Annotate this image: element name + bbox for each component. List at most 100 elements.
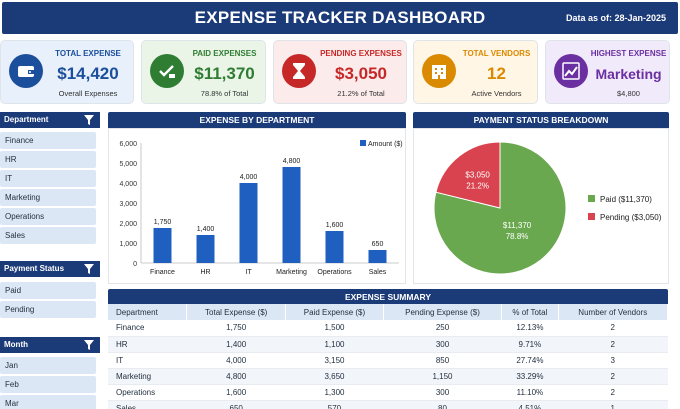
x-tick-label: HR (200, 269, 210, 276)
table-cell: 1,750 (186, 320, 286, 337)
month-filter-header[interactable]: Month (0, 337, 100, 353)
kpi-label: TOTAL VENDORS (462, 49, 531, 58)
column-header[interactable]: Number of Vendors (558, 304, 669, 320)
kpi-subtext: 21.2% of Total (337, 89, 385, 98)
pie-percent-label: 78.8% (506, 232, 529, 241)
pie-chart-panel: $11,370 78.8% $3,050 21.2% Paid ($11,370) Pen… (413, 128, 669, 284)
kpi-subtext: $4,800 (617, 89, 640, 98)
table-cell: 650 (186, 400, 286, 409)
column-header[interactable]: Total Expense ($) (186, 304, 287, 320)
y-tick-label: 6,000 (119, 141, 137, 148)
table-cell: 1 (558, 400, 668, 409)
filter-item-marketing[interactable]: Marketing (0, 189, 96, 206)
bar-legend: Amount ($) (360, 140, 403, 148)
column-header[interactable]: % of Total (501, 304, 559, 320)
filter-item-finance[interactable]: Finance (0, 132, 96, 149)
month-filter-title: Month (4, 340, 28, 349)
y-tick-label: 0 (133, 261, 137, 268)
table-cell: 1,150 (383, 368, 502, 385)
kpi-card-total-expense: TOTAL EXPENSE $14,420 Overall Expenses (0, 40, 134, 104)
table-row: Sales 650 570 80 4.51% 1 (108, 400, 668, 409)
header-bar: EXPENSE TRACKER DASHBOARD Data as of: 28… (2, 2, 678, 34)
table-row: Operations 1,600 1,300 300 11.10% 2 (108, 384, 668, 401)
filter-item-feb[interactable]: Feb (0, 376, 96, 393)
kpi-icon-circle (282, 54, 316, 88)
funnel-icon[interactable] (84, 264, 94, 274)
column-header[interactable]: Paid Expense ($) (285, 304, 384, 320)
table-cell: 1,500 (285, 320, 384, 337)
bar-hr[interactable] (196, 235, 215, 263)
filter-item-it[interactable]: IT (0, 170, 96, 187)
table-cell: 4,000 (186, 352, 286, 369)
table-cell: Sales (108, 400, 187, 409)
column-header[interactable]: Department (108, 304, 188, 320)
bar-chart-panel: 0 1,000 2,000 3,000 4,000 5,000 6,000 1,750 Fina… (108, 128, 406, 284)
filter-item-hr[interactable]: HR (0, 151, 96, 168)
table-cell: 4,800 (186, 368, 286, 385)
bar-operations[interactable] (325, 231, 344, 263)
bar-data-label: 1,600 (326, 222, 344, 229)
kpi-label: TOTAL EXPENSE (55, 49, 121, 58)
department-filter-title: Department (4, 115, 49, 124)
bar-marketing[interactable] (282, 167, 301, 263)
table-cell: 300 (383, 336, 502, 353)
filter-item-operations[interactable]: Operations (0, 208, 96, 225)
kpi-card-pending-expenses: PENDING EXPENSES $3,050 21.2% of Total (273, 40, 407, 104)
table-cell: 1,400 (186, 336, 286, 353)
kpi-value: 12 (487, 64, 506, 83)
pie-slice-pending[interactable] (435, 141, 501, 209)
kpi-label: PAID EXPENSES (192, 49, 257, 58)
funnel-icon[interactable] (84, 115, 94, 125)
legend-label: Pending ($3,050) (600, 213, 662, 222)
bar-finance[interactable] (153, 228, 172, 263)
kpi-label: PENDING EXPENSES (320, 49, 402, 58)
table-cell: 250 (383, 320, 502, 337)
table-row: IT 4,000 3,150 850 27.74% 3 (108, 352, 668, 369)
bar-it[interactable] (239, 183, 258, 263)
bar-sales[interactable] (368, 250, 387, 263)
kpi-icon-circle (150, 54, 184, 88)
table-cell: 27.74% (501, 352, 559, 369)
x-tick-label: Finance (150, 269, 175, 276)
bar-data-label: 1,400 (197, 226, 215, 233)
table-cell: 12.13% (501, 320, 559, 337)
bar-data-label: 650 (372, 241, 384, 248)
table-cell: 300 (383, 384, 502, 401)
y-tick-label: 5,000 (119, 161, 137, 168)
kpi-icon-circle (9, 54, 43, 88)
department-filter-header[interactable]: Department (0, 112, 100, 128)
pie-percent-label: 21.2% (466, 181, 489, 190)
table-cell: Marketing (108, 368, 187, 385)
table-cell: 2 (558, 336, 668, 353)
bar-data-label: 4,000 (240, 174, 258, 181)
bar-data-label: 4,800 (283, 158, 301, 165)
table-cell: 33.29% (501, 368, 559, 385)
table-row: HR 1,400 1,100 300 9.71% 2 (108, 336, 668, 353)
kpi-value: Marketing (595, 66, 662, 82)
kpi-icon-circle (422, 54, 456, 88)
payment-status-filter-title: Payment Status (4, 264, 65, 273)
table-cell: 1,100 (285, 336, 384, 353)
filter-item-pending[interactable]: Pending (0, 301, 96, 318)
table-cell: 2 (558, 368, 668, 385)
kpi-value: $11,370 (194, 64, 255, 83)
pie-value-label: $3,050 (465, 170, 490, 179)
filter-item-sales[interactable]: Sales (0, 227, 96, 244)
kpi-subtext: 78.8% of Total (200, 89, 249, 98)
table-cell: 11.10% (501, 384, 559, 401)
legend-swatch (360, 140, 366, 146)
filter-item-jan[interactable]: Jan (0, 357, 96, 374)
y-tick-label: 3,000 (119, 201, 137, 208)
y-tick-label: 2,000 (119, 221, 137, 228)
column-header[interactable]: Pending Expense ($) (383, 304, 503, 320)
kpi-label: HIGHEST EXPENSE (590, 49, 667, 58)
table-cell: 2 (558, 384, 668, 401)
filter-item-mar[interactable]: Mar (0, 395, 96, 409)
payment-status-filter-header[interactable]: Payment Status (0, 261, 100, 277)
bar-chart: 0 1,000 2,000 3,000 4,000 5,000 6,000 1,750 Fina… (119, 140, 403, 276)
filter-item-paid[interactable]: Paid (0, 282, 96, 299)
x-tick-label: Operations (317, 269, 352, 276)
x-tick-label: Marketing (276, 269, 307, 276)
funnel-icon[interactable] (84, 340, 94, 350)
table-cell: 1,300 (285, 384, 384, 401)
